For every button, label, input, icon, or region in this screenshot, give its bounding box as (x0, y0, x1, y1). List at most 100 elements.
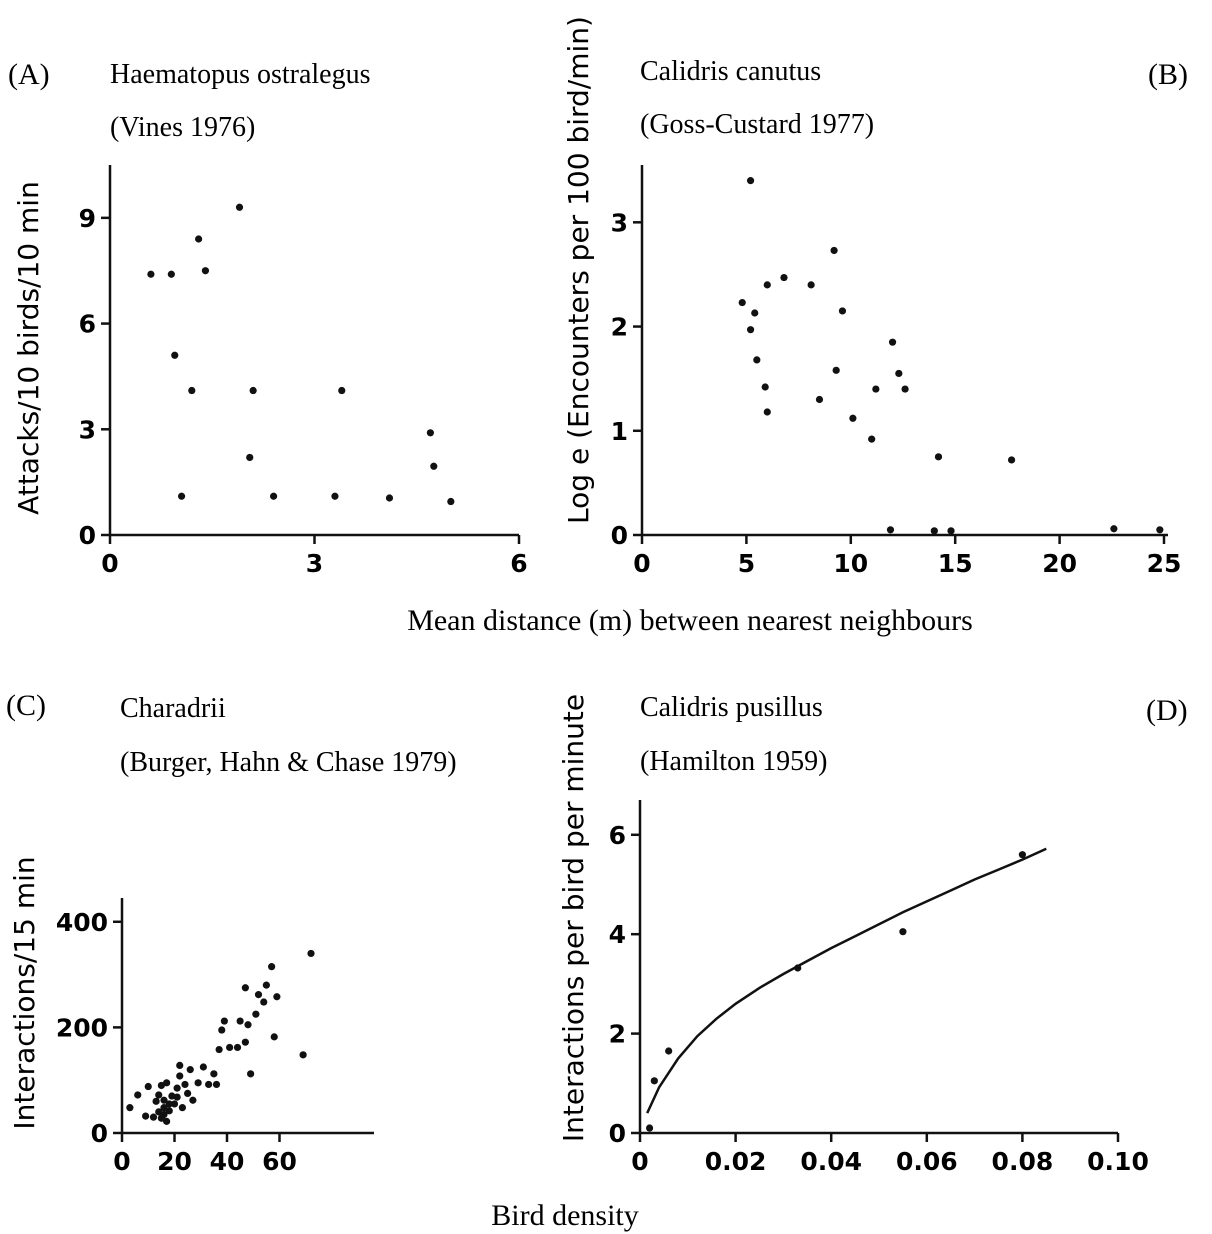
panel-d-data-point (645, 1124, 654, 1132)
panel-c-data-point (212, 1080, 221, 1089)
panel-a-ytick-label: 9 (79, 204, 96, 233)
panel-b-data-point (832, 366, 840, 374)
panel-b-title: Calidris canutus (640, 56, 821, 87)
panel-d-subtitle: (Hamilton 1959) (640, 746, 827, 777)
panel-a-ytick-label: 6 (79, 310, 96, 339)
panel-b-ylabel: Log e (Encounters per 100 bird/min) (562, 16, 595, 524)
panel-d-xticks: 0 0.02 0.04 0.06 0.08 0.10 (631, 1133, 1149, 1176)
panel-c-data-point (186, 1066, 194, 1074)
panel-d-xtick-label: 0.06 (896, 1147, 958, 1176)
panel-b: (B) Calidris canutus (Goss-Custard 1977)… (562, 16, 1188, 578)
panel-d-ytick-label: 2 (609, 1020, 626, 1049)
panel-b-yticks: 0 1 2 3 (611, 208, 642, 550)
panel-c-data-point (220, 1017, 228, 1025)
panel-c-data-point (199, 1063, 207, 1071)
panel-b-data-point (751, 309, 759, 317)
panel-c-data-point (226, 1043, 234, 1052)
panel-b-data-point (886, 526, 895, 534)
panel-a-xtick-label: 0 (101, 549, 118, 578)
panel-c-data-point (176, 1061, 184, 1070)
panel-d-fit-line (646, 847, 1047, 1114)
panel-b-xtick-label: 25 (1147, 549, 1182, 578)
panel-a-xticks: 0 3 6 (101, 535, 528, 578)
panel-c-data-point (236, 1017, 244, 1025)
panel-c-data-point (270, 1033, 278, 1041)
panel-a-data-point (171, 351, 179, 359)
panel-b-data-point (849, 414, 857, 422)
panel-a-letter: (A) (8, 58, 50, 91)
panel-b-data-point (901, 385, 909, 393)
panel-b-data-point (1007, 456, 1016, 464)
panel-b-data-point (815, 395, 824, 404)
panel-a-title: Haematopus ostralegus (110, 59, 371, 90)
panel-c-data-point (173, 1084, 181, 1092)
panel-a: (A) Haematopus ostralegus (Vines 1976) A… (8, 58, 528, 578)
panel-c-data-point (178, 1104, 186, 1112)
panel-d-data-point (650, 1077, 658, 1085)
panel-d-data-point (794, 964, 802, 972)
panel-b-data-point (830, 246, 838, 255)
panel-b-ytick-label: 0 (611, 521, 628, 550)
panel-b-data-point (934, 453, 943, 461)
panel-b-data-point (838, 307, 847, 315)
panel-a-ytick-label: 3 (79, 415, 96, 444)
panel-d-data-point (899, 928, 907, 936)
panel-b-data-point (761, 383, 769, 391)
panel-c-data-point (155, 1091, 163, 1099)
panel-c-yticks: 0 200 400 (56, 908, 122, 1148)
panel-c-title: Charadrii (120, 693, 226, 724)
panel-d-data-point (665, 1047, 673, 1055)
panel-c-data-point (194, 1079, 202, 1087)
panel-c-data-point (210, 1070, 218, 1078)
panel-c-data-point (163, 1117, 171, 1125)
panel-b-data-point (872, 385, 880, 393)
panel-a-data-point (249, 386, 257, 395)
panel-c-ytick-label: 400 (56, 908, 108, 937)
panel-d-xtick-label: 0 (631, 1147, 648, 1176)
panel-d-xtick-label: 0.04 (800, 1147, 862, 1176)
panel-a-data-point (177, 492, 186, 500)
panel-c-data-point (299, 1051, 307, 1059)
panel-c-subtitle: (Burger, Hahn & Chase 1979) (120, 747, 457, 778)
panel-a-data-point (246, 453, 254, 462)
panel-a-data-point (167, 270, 175, 278)
panel-c-ylabel: Interactions/15 min (8, 856, 41, 1129)
panel-c-data-point (218, 1026, 226, 1034)
panel-d-letter: (D) (1146, 694, 1188, 727)
panel-b-ytick-label: 3 (611, 208, 628, 237)
panel-a-ylabel: Attacks/10 birds/10 min (12, 181, 45, 515)
panel-c-data-point (142, 1112, 150, 1120)
panel-a-data-point (201, 267, 210, 275)
panel-d-xtick-label: 0.10 (1087, 1147, 1149, 1176)
panel-c-data-point (215, 1045, 223, 1054)
panel-b-data-point (738, 298, 746, 307)
panel-d-ytick-label: 6 (609, 821, 626, 850)
panel-c-data-point (262, 981, 270, 989)
panel-c-data-point (149, 1113, 158, 1121)
panel-c-data-point (160, 1110, 168, 1119)
panel-b-subtitle: (Goss-Custard 1977) (640, 109, 874, 140)
panel-c-xtick-label: 0 (113, 1147, 130, 1176)
panel-c-xticks: 0 20 40 60 (113, 1133, 297, 1176)
panel-b-data-point (746, 326, 755, 334)
panel-d-ylabel: Interactions per bird per minute (557, 694, 590, 1142)
panel-c-data-point (134, 1091, 142, 1099)
panel-d: (D) Calidris pusillus (Hamilton 1959) In… (557, 692, 1188, 1176)
panel-c-data-point (184, 1089, 192, 1097)
panel-b-data-point (763, 281, 771, 289)
panel-a-data-point (447, 497, 455, 506)
panel-c-letter: (C) (6, 689, 46, 722)
panel-c-data-point (189, 1096, 197, 1104)
panel-c-data-point (233, 1043, 242, 1052)
panel-d-ytick-label: 4 (609, 920, 626, 949)
panel-b-data-point (895, 369, 903, 378)
panel-c-data-point (163, 1079, 171, 1087)
panel-c-data-point (152, 1097, 160, 1105)
panel-d-data-point (1018, 851, 1026, 859)
panel-a-data-point (338, 386, 346, 395)
panel-a-data-point (147, 270, 155, 278)
panel-b-data-point (868, 435, 876, 443)
panel-c-ytick-label: 200 (56, 1013, 108, 1042)
panel-a-subtitle: (Vines 1976) (110, 112, 255, 143)
